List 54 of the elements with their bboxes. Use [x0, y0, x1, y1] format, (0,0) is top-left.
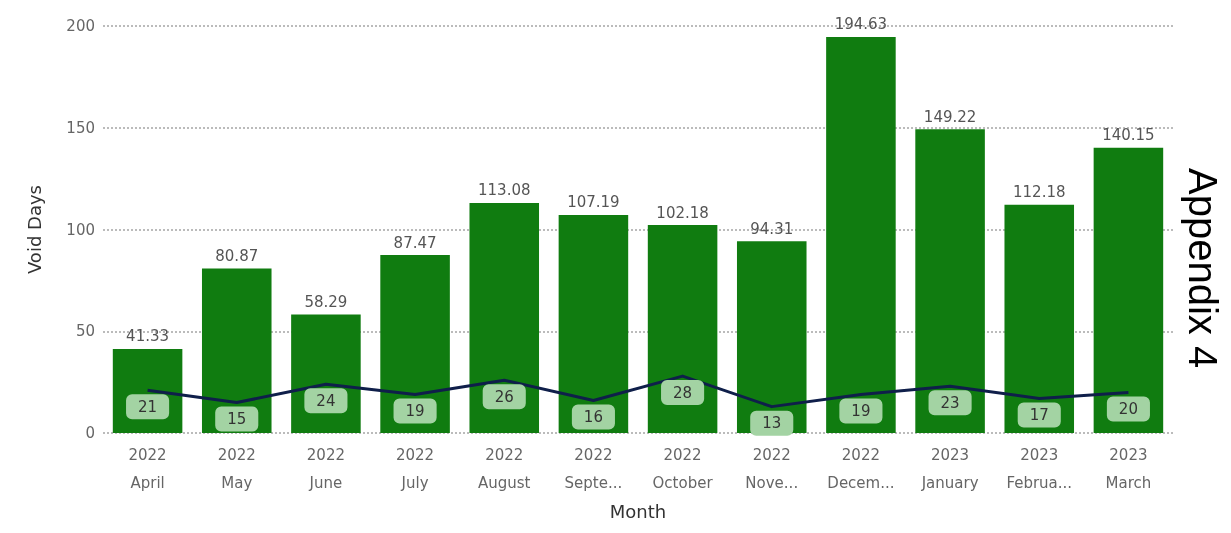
data-label: 24 [316, 391, 336, 410]
data-label: 20 [1118, 399, 1138, 418]
bar [558, 214, 629, 434]
bar [736, 241, 807, 434]
data-label: 140.15 [1102, 126, 1155, 145]
data-label: 107.19 [567, 193, 620, 212]
data-label: 113.08 [478, 181, 531, 200]
data-label: 13 [762, 414, 782, 433]
x-tick-label: 2023 March [1105, 446, 1152, 493]
data-label: 194.63 [834, 15, 888, 34]
data-label: 80.87 [215, 246, 259, 265]
y-tick-label: 50 [75, 322, 95, 341]
x-tick-label: 2022 July [395, 446, 435, 493]
data-label: 17 [1029, 406, 1049, 424]
data-label: 19 [851, 401, 871, 420]
y-tick-label: 200 [66, 17, 95, 35]
data-label: 16 [583, 408, 603, 427]
x-axis-title: Month [609, 500, 667, 522]
data-label: 21 [138, 397, 158, 416]
data-label: 87.47 [393, 233, 437, 252]
x-tick-label: 2023 Februa... [1006, 446, 1073, 493]
y-tick-label: 0 [85, 424, 95, 443]
x-tick-label: 2022 May [217, 446, 256, 493]
data-label: 94.31 [750, 219, 794, 238]
x-tick-label: 2022 Decem... [827, 446, 895, 493]
bar [915, 129, 985, 434]
bar [469, 202, 540, 434]
x-tick-label: 2022 June [306, 446, 346, 493]
x-tick-label: 2022 Septe... [564, 446, 623, 493]
y-tick-label: 100 [66, 220, 95, 239]
x-tick-label: 2022 October [652, 446, 714, 493]
bar [380, 255, 450, 434]
y-tick-label: 150 [66, 118, 95, 137]
x-tick-label: 2022 April [128, 446, 167, 493]
text: Appendix 4 [1181, 168, 1225, 369]
bar [201, 268, 272, 434]
bar [647, 225, 718, 434]
x-tick-label: 2023 January [920, 446, 979, 493]
x-tick-label: 2022 Nove... [745, 446, 799, 493]
data-label: 15 [227, 410, 247, 429]
data-label: 28 [673, 383, 693, 402]
bar [1004, 204, 1075, 434]
data-label: 26 [494, 387, 514, 406]
bar [1093, 147, 1164, 434]
data-label: 41.33 [126, 327, 170, 346]
data-label: 19 [405, 401, 425, 420]
x-tick-label: 2022 August [478, 446, 531, 493]
data-label: 112.18 [1013, 183, 1066, 202]
data-label: 149.22 [923, 107, 977, 126]
bar [826, 36, 896, 434]
data-label: 23 [940, 393, 960, 412]
data-label: 102.18 [656, 203, 709, 222]
y-axis-title: Void Days [23, 185, 45, 275]
data-label: 58.29 [304, 292, 348, 311]
